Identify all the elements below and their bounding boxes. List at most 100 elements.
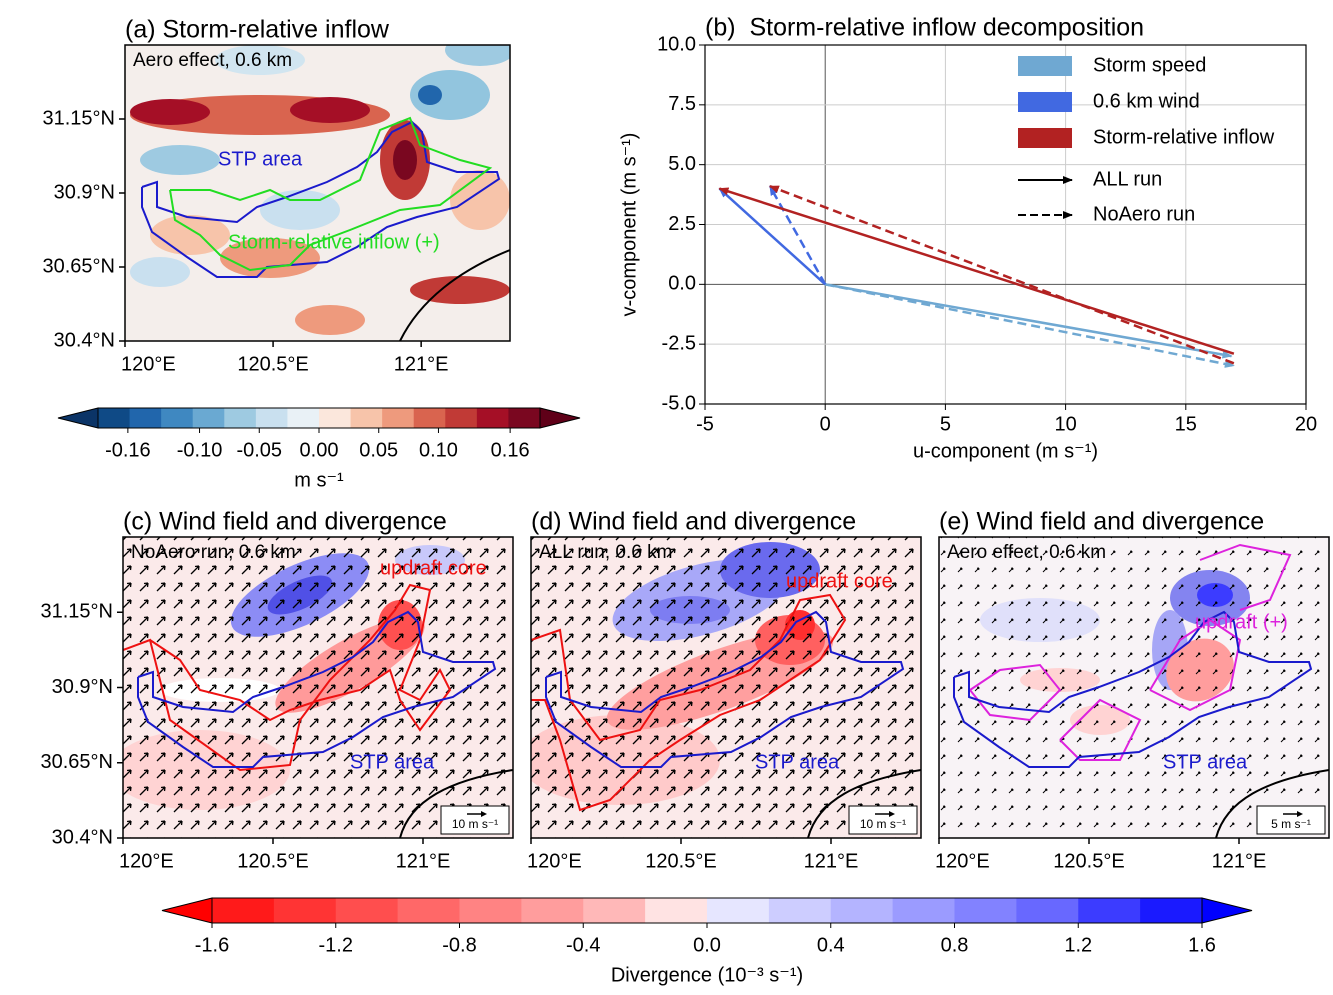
- colorbar-box: [397, 898, 460, 923]
- panel-annotation: Aero effect, 0.6 km: [133, 50, 292, 71]
- panel-annotation: NoAero run, 0.6 km: [131, 542, 296, 563]
- panel-title: (d) Wind field and divergence: [531, 508, 856, 536]
- legend-swatch: [1018, 56, 1072, 76]
- colorbar-tick-label: -0.8: [442, 934, 476, 956]
- x-tick-label: 20: [1295, 413, 1317, 435]
- reference-arrow-head: [1297, 811, 1303, 817]
- colorbar-box: [161, 408, 194, 428]
- colorbar-tick-label: 0.0: [693, 934, 721, 956]
- vector-arrow: [718, 187, 827, 286]
- map-frame: [938, 536, 1330, 839]
- reference-label: 10 m s⁻¹: [452, 817, 498, 831]
- x-tick-label: 121°E: [394, 353, 449, 375]
- colorbar-label: m s⁻¹: [294, 469, 344, 491]
- panel-title: (b) Storm-relative inflow decomposition: [705, 14, 1144, 42]
- colorbar-tick-label: -1.6: [195, 934, 229, 956]
- vector-arrow: [768, 185, 1235, 365]
- legend-swatch: [1018, 128, 1072, 148]
- panel-title: (a) Storm-relative inflow: [125, 16, 390, 44]
- colorbar-box: [445, 408, 478, 428]
- map-label: STP area: [218, 148, 303, 170]
- panel-title: (c) Wind field and divergence: [123, 508, 447, 536]
- colorbar-box: [521, 898, 584, 923]
- reference-box: [848, 805, 918, 835]
- y-tick-label: 31.15°N: [41, 601, 114, 623]
- y-tick-label: 2.5: [668, 213, 696, 235]
- map-label: updraft core: [380, 557, 487, 579]
- colorbar-box: [892, 898, 955, 923]
- map-label: updraft core: [786, 570, 893, 592]
- field-c: [123, 537, 513, 838]
- map-label: updraft (+): [1195, 611, 1288, 633]
- y-tick-label: 30.9°N: [54, 181, 115, 203]
- y-tick-label: 7.5: [668, 93, 696, 115]
- colorbar-box: [273, 898, 337, 923]
- colorbar-box: [583, 898, 646, 923]
- y-tick-label: 5.0: [668, 153, 696, 175]
- x-tick-label: 0: [820, 413, 831, 435]
- colorbar-box: [476, 408, 509, 428]
- colorbar-tick-label: 1.6: [1188, 934, 1216, 956]
- colorbar-extend: [161, 897, 213, 924]
- field-d: [531, 537, 921, 838]
- colorbar-extend: [1201, 897, 1253, 924]
- x-tick-label: 5: [940, 413, 951, 435]
- legend-label: Storm-relative inflow: [1093, 126, 1275, 148]
- y-tick-label: 0.0: [668, 273, 696, 295]
- colorbar-box: [707, 898, 770, 923]
- colorbar-tick-label: 0.4: [817, 934, 845, 956]
- x-tick-label: 121°E: [1212, 850, 1267, 872]
- colorbar-box: [255, 408, 288, 428]
- field-e: [939, 537, 1329, 838]
- x-tick-label: 121°E: [396, 850, 451, 872]
- x-tick-label: 120°E: [935, 850, 990, 872]
- reference-box: [440, 805, 510, 835]
- map-frame: [530, 536, 922, 839]
- colorbar-box: [129, 408, 162, 428]
- reference-label: 10 m s⁻¹: [860, 817, 906, 831]
- colorbar-box: [1078, 898, 1141, 923]
- vector-arrow: [768, 185, 827, 285]
- y-tick-label: 30.65°N: [41, 751, 114, 773]
- vector-arrow: [824, 283, 1233, 359]
- x-tick-label: 120.5°E: [237, 850, 308, 872]
- colorbar-tick-label: 1.2: [1064, 934, 1092, 956]
- colorbar-box: [508, 408, 541, 428]
- colorbar-tick-label: -0.4: [566, 934, 600, 956]
- panel-annotation: Aero effect, 0.6 km: [947, 542, 1106, 563]
- vector-arrow: [824, 283, 1235, 368]
- colorbar-tick-label: 0.16: [491, 439, 530, 461]
- map-label: STP area: [350, 751, 435, 773]
- colorbar-tick-label: -0.05: [236, 439, 282, 461]
- x-tick-label: 120.5°E: [237, 353, 308, 375]
- colorbar-box: [192, 408, 225, 428]
- x-tick-label: 10: [1054, 413, 1076, 435]
- colorbar-tick-label: 0.10: [419, 439, 458, 461]
- colorbar-box: [212, 898, 275, 923]
- x-tick-label: 120°E: [119, 850, 174, 872]
- colorbar-box: [224, 408, 257, 428]
- colorbar-box: [319, 408, 352, 428]
- y-tick-label: -5.0: [662, 392, 696, 414]
- colorbar-tick-label: -0.16: [105, 439, 151, 461]
- colorbar-label: Divergence (10⁻³ s⁻¹): [611, 964, 803, 986]
- x-tick-label: 15: [1175, 413, 1197, 435]
- colorbar-tick-label: -1.2: [319, 934, 353, 956]
- panel-title: (e) Wind field and divergence: [939, 508, 1264, 536]
- legend-label: ALL run: [1093, 168, 1162, 190]
- colorbar-extend: [539, 407, 581, 429]
- x-tick-label: 120.5°E: [645, 850, 716, 872]
- y-tick-label: 10.0: [657, 33, 696, 55]
- colorbar-box: [1016, 898, 1079, 923]
- field-a: [125, 45, 510, 341]
- x-axis-label: u-component (m s⁻¹): [913, 440, 1098, 462]
- x-tick-label: -5: [696, 413, 714, 435]
- x-tick-label: 120°E: [527, 850, 582, 872]
- colorbar-box: [830, 898, 894, 923]
- colorbar-box: [459, 898, 522, 923]
- legend-label: NoAero run: [1093, 203, 1195, 225]
- reference-box: [1256, 805, 1326, 835]
- map-label: STP area: [1163, 751, 1248, 773]
- x-tick-label: 120.5°E: [1053, 850, 1124, 872]
